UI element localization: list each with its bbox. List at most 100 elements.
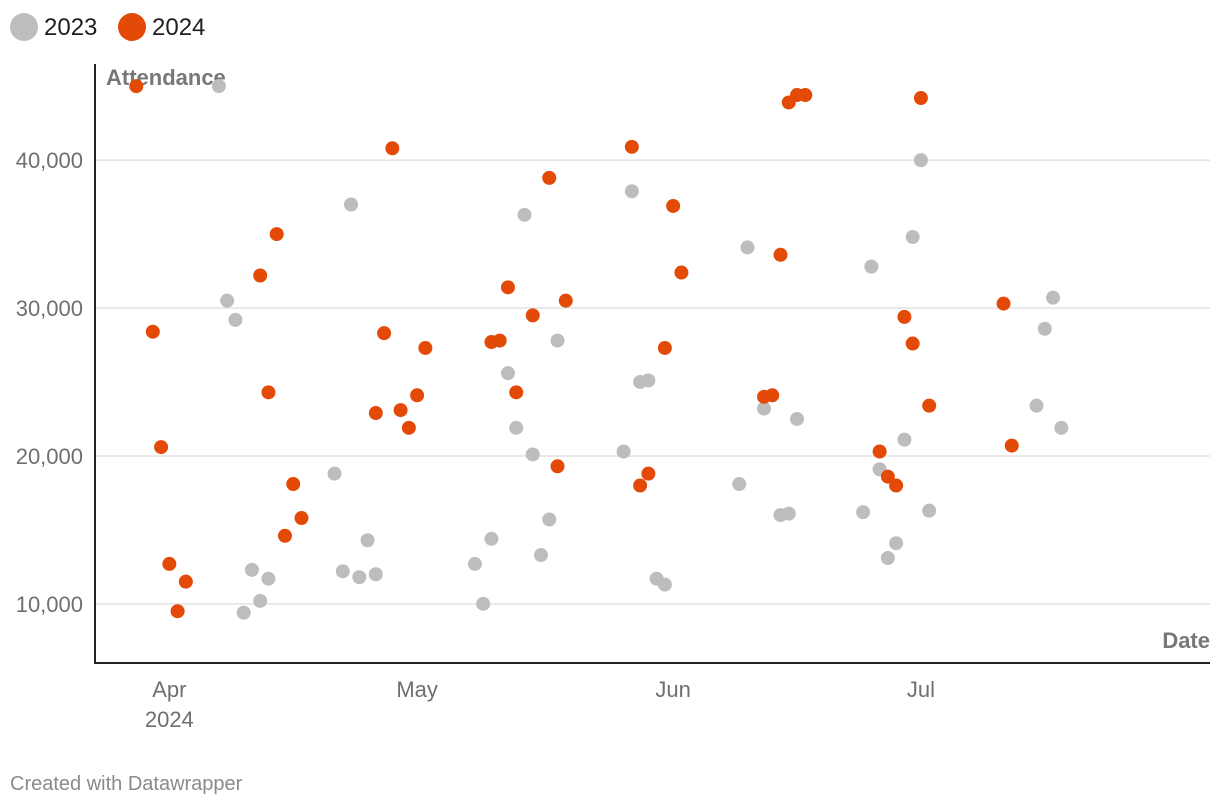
gridlines bbox=[95, 159, 1210, 605]
data-point-2024 bbox=[377, 326, 392, 341]
data-point-2023 bbox=[344, 197, 359, 212]
data-point-2024 bbox=[286, 477, 301, 492]
data-point-2023 bbox=[509, 420, 524, 435]
data-point-2024 bbox=[657, 340, 672, 355]
data-point-2023 bbox=[500, 366, 515, 381]
y-tick-label: 10,000 bbox=[16, 592, 83, 617]
x-axis-title: Date bbox=[1162, 628, 1210, 653]
data-point-2024 bbox=[418, 340, 433, 355]
data-point-2024 bbox=[178, 574, 193, 589]
series-2023-points bbox=[211, 79, 1069, 620]
data-point-2023 bbox=[913, 153, 928, 168]
data-point-2023 bbox=[1037, 321, 1052, 336]
data-point-2024 bbox=[765, 388, 780, 403]
data-point-2024 bbox=[277, 528, 292, 543]
data-point-2024 bbox=[666, 198, 681, 213]
data-point-2024 bbox=[509, 385, 524, 400]
data-point-2023 bbox=[641, 373, 656, 388]
data-point-2024 bbox=[674, 265, 689, 280]
legend-item-2023: 2023 bbox=[10, 13, 97, 41]
data-point-2023 bbox=[740, 240, 755, 255]
x-tick-label: Jul bbox=[907, 677, 935, 702]
data-point-2023 bbox=[335, 564, 350, 579]
series-2024-points bbox=[129, 79, 1019, 619]
data-point-2023 bbox=[790, 411, 805, 426]
data-point-2024 bbox=[624, 139, 639, 154]
data-point-2023 bbox=[542, 512, 557, 527]
data-point-2024 bbox=[641, 466, 656, 481]
data-point-2023 bbox=[220, 293, 235, 308]
data-point-2023 bbox=[360, 533, 375, 548]
data-point-2023 bbox=[517, 207, 532, 222]
x-tick-sublabel: 2024 bbox=[145, 707, 194, 732]
data-point-2024 bbox=[913, 91, 928, 106]
data-point-2023 bbox=[856, 505, 871, 520]
data-point-2023 bbox=[1054, 420, 1069, 435]
data-point-2023 bbox=[880, 550, 895, 565]
data-point-2024 bbox=[368, 406, 383, 421]
data-point-2023 bbox=[236, 605, 251, 620]
data-point-2024 bbox=[996, 296, 1011, 311]
data-point-2024 bbox=[401, 420, 416, 435]
data-point-2024 bbox=[905, 336, 920, 351]
data-point-2023 bbox=[1029, 398, 1044, 413]
data-point-2023 bbox=[467, 556, 482, 571]
data-point-2023 bbox=[368, 567, 383, 582]
data-point-2023 bbox=[657, 577, 672, 592]
data-point-2024 bbox=[922, 398, 937, 413]
x-axis-ticks: Apr 2024 May Jun Jul bbox=[145, 677, 935, 732]
data-point-2023 bbox=[889, 536, 904, 551]
data-point-2023 bbox=[228, 312, 243, 327]
data-point-2023 bbox=[261, 571, 276, 586]
data-point-2024 bbox=[558, 293, 573, 308]
y-tick-label: 40,000 bbox=[16, 148, 83, 173]
data-point-2024 bbox=[1004, 438, 1019, 453]
data-point-2023 bbox=[534, 548, 548, 563]
legend-label-2023: 2023 bbox=[44, 14, 97, 41]
y-axis-ticks: 10,000 20,000 30,000 40,000 bbox=[16, 148, 83, 617]
legend-swatch-2023 bbox=[10, 13, 38, 41]
data-point-2024 bbox=[129, 79, 144, 94]
data-point-2024 bbox=[410, 388, 425, 403]
data-point-2024 bbox=[154, 440, 169, 455]
data-point-2024 bbox=[798, 88, 813, 103]
data-point-2024 bbox=[261, 385, 276, 400]
credit-text: Created with Datawrapper bbox=[10, 773, 243, 795]
data-point-2024 bbox=[897, 309, 912, 324]
data-point-2023 bbox=[616, 444, 631, 459]
y-axis-title: Attendance bbox=[106, 65, 226, 90]
legend-swatch-2024 bbox=[118, 13, 146, 41]
data-point-2024 bbox=[525, 308, 540, 323]
data-point-2024 bbox=[294, 511, 309, 526]
data-point-2023 bbox=[484, 531, 499, 546]
legend-item-2024: 2024 bbox=[118, 13, 205, 41]
data-point-2023 bbox=[550, 333, 565, 348]
data-point-2023 bbox=[732, 477, 747, 492]
legend: 2023 2024 bbox=[10, 13, 205, 41]
data-point-2024 bbox=[145, 324, 160, 339]
data-point-2024 bbox=[492, 333, 507, 348]
data-point-2023 bbox=[757, 401, 771, 416]
y-tick-label: 30,000 bbox=[16, 296, 83, 321]
data-point-2024 bbox=[253, 268, 268, 283]
data-point-2023 bbox=[327, 466, 342, 481]
data-point-2024 bbox=[500, 280, 515, 295]
data-point-2024 bbox=[872, 444, 887, 459]
data-point-2024 bbox=[773, 247, 788, 262]
x-tick-label: Jun bbox=[655, 677, 690, 702]
data-point-2023 bbox=[476, 596, 491, 611]
data-point-2023 bbox=[1046, 290, 1061, 305]
data-point-2023 bbox=[897, 432, 912, 447]
data-point-2023 bbox=[864, 259, 879, 274]
data-point-2024 bbox=[633, 478, 648, 493]
data-point-2023 bbox=[244, 562, 259, 577]
data-point-2023 bbox=[624, 184, 639, 199]
data-point-2023 bbox=[905, 230, 920, 245]
data-point-2024 bbox=[542, 170, 557, 185]
data-point-2024 bbox=[889, 478, 904, 493]
data-point-2024 bbox=[385, 141, 400, 156]
data-point-2024 bbox=[393, 403, 408, 418]
data-point-2024 bbox=[269, 227, 284, 242]
data-point-2023 bbox=[525, 447, 540, 462]
